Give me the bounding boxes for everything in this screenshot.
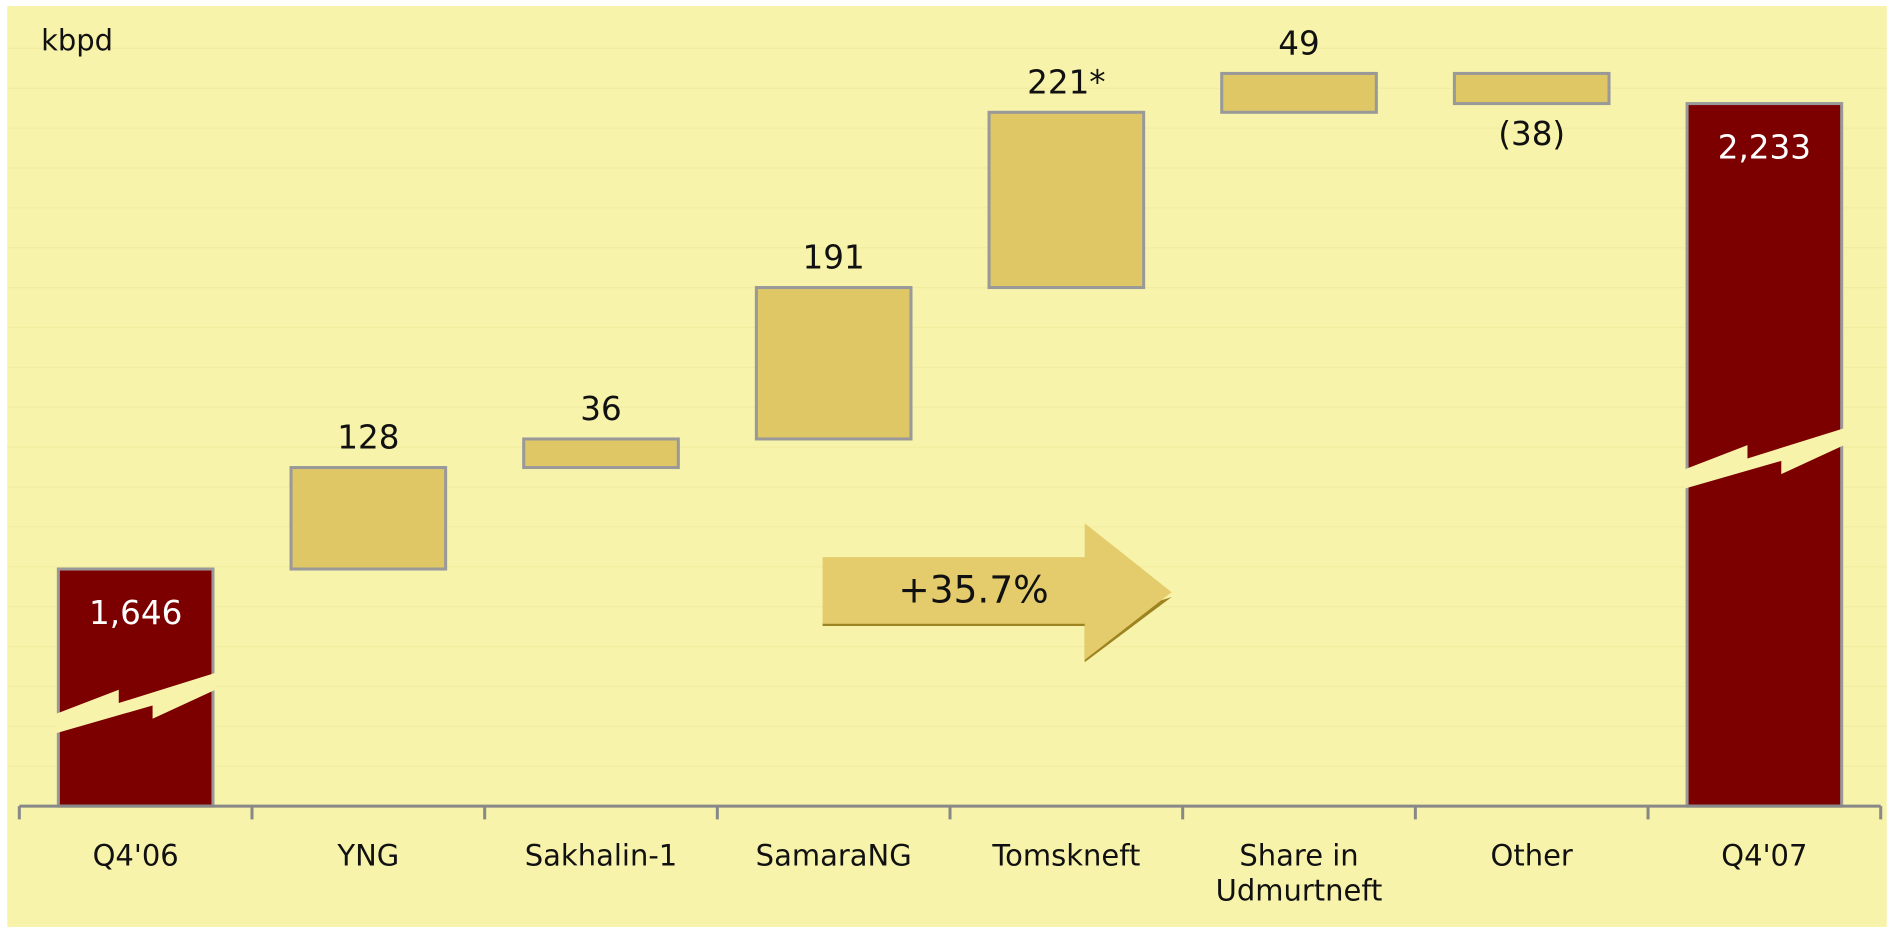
value-label: 2,233 (1718, 128, 1811, 166)
annotation: +35.7% (898, 568, 1048, 612)
x-label-box: Other (1490, 838, 1573, 873)
value-label: 191 (803, 239, 865, 277)
x-tick-label: Share in Udmurtneft (1215, 838, 1383, 908)
value-label: 49 (1278, 25, 1319, 63)
x-label-box: Share in Udmurtneft (1215, 838, 1383, 908)
change-bar (754, 286, 913, 441)
change-bar (1220, 71, 1378, 114)
x-tick-label: YNG (337, 838, 400, 873)
x-label-box: Tomskneft (992, 838, 1141, 873)
axis-label: kbpd (41, 23, 113, 57)
change-bar (1452, 71, 1611, 106)
x-tick-label: Sakhalin-1 (524, 838, 678, 873)
x-tick-label: SamaraNG (755, 838, 912, 873)
plot-background (7, 6, 1887, 927)
change-bar (987, 110, 1146, 290)
value-label: 1,646 (89, 594, 182, 632)
value-label: 221* (1027, 63, 1106, 101)
change-bar (522, 437, 680, 470)
x-label-box: Q4'06 (92, 838, 179, 873)
x-tick-label: Q4'07 (1721, 838, 1808, 873)
arrow (822, 523, 1172, 660)
growth-arrow: +35.7% (822, 523, 1172, 663)
x-tick-label: Other (1490, 838, 1573, 873)
x-label-box: Sakhalin-1 (524, 838, 678, 873)
value-label: 36 (580, 390, 621, 428)
value-label: 128 (337, 419, 399, 457)
axis-break (1684, 428, 1845, 489)
x-label-box: YNG (337, 838, 400, 873)
value-label: (38) (1498, 115, 1565, 153)
x-tick-label: Tomskneft (992, 838, 1141, 873)
axis-break (55, 672, 216, 734)
x-label-box: Q4'07 (1721, 838, 1808, 873)
x-label-box: SamaraNG (755, 838, 912, 873)
x-tick-label: Q4'06 (92, 838, 179, 873)
change-bar (289, 466, 448, 571)
